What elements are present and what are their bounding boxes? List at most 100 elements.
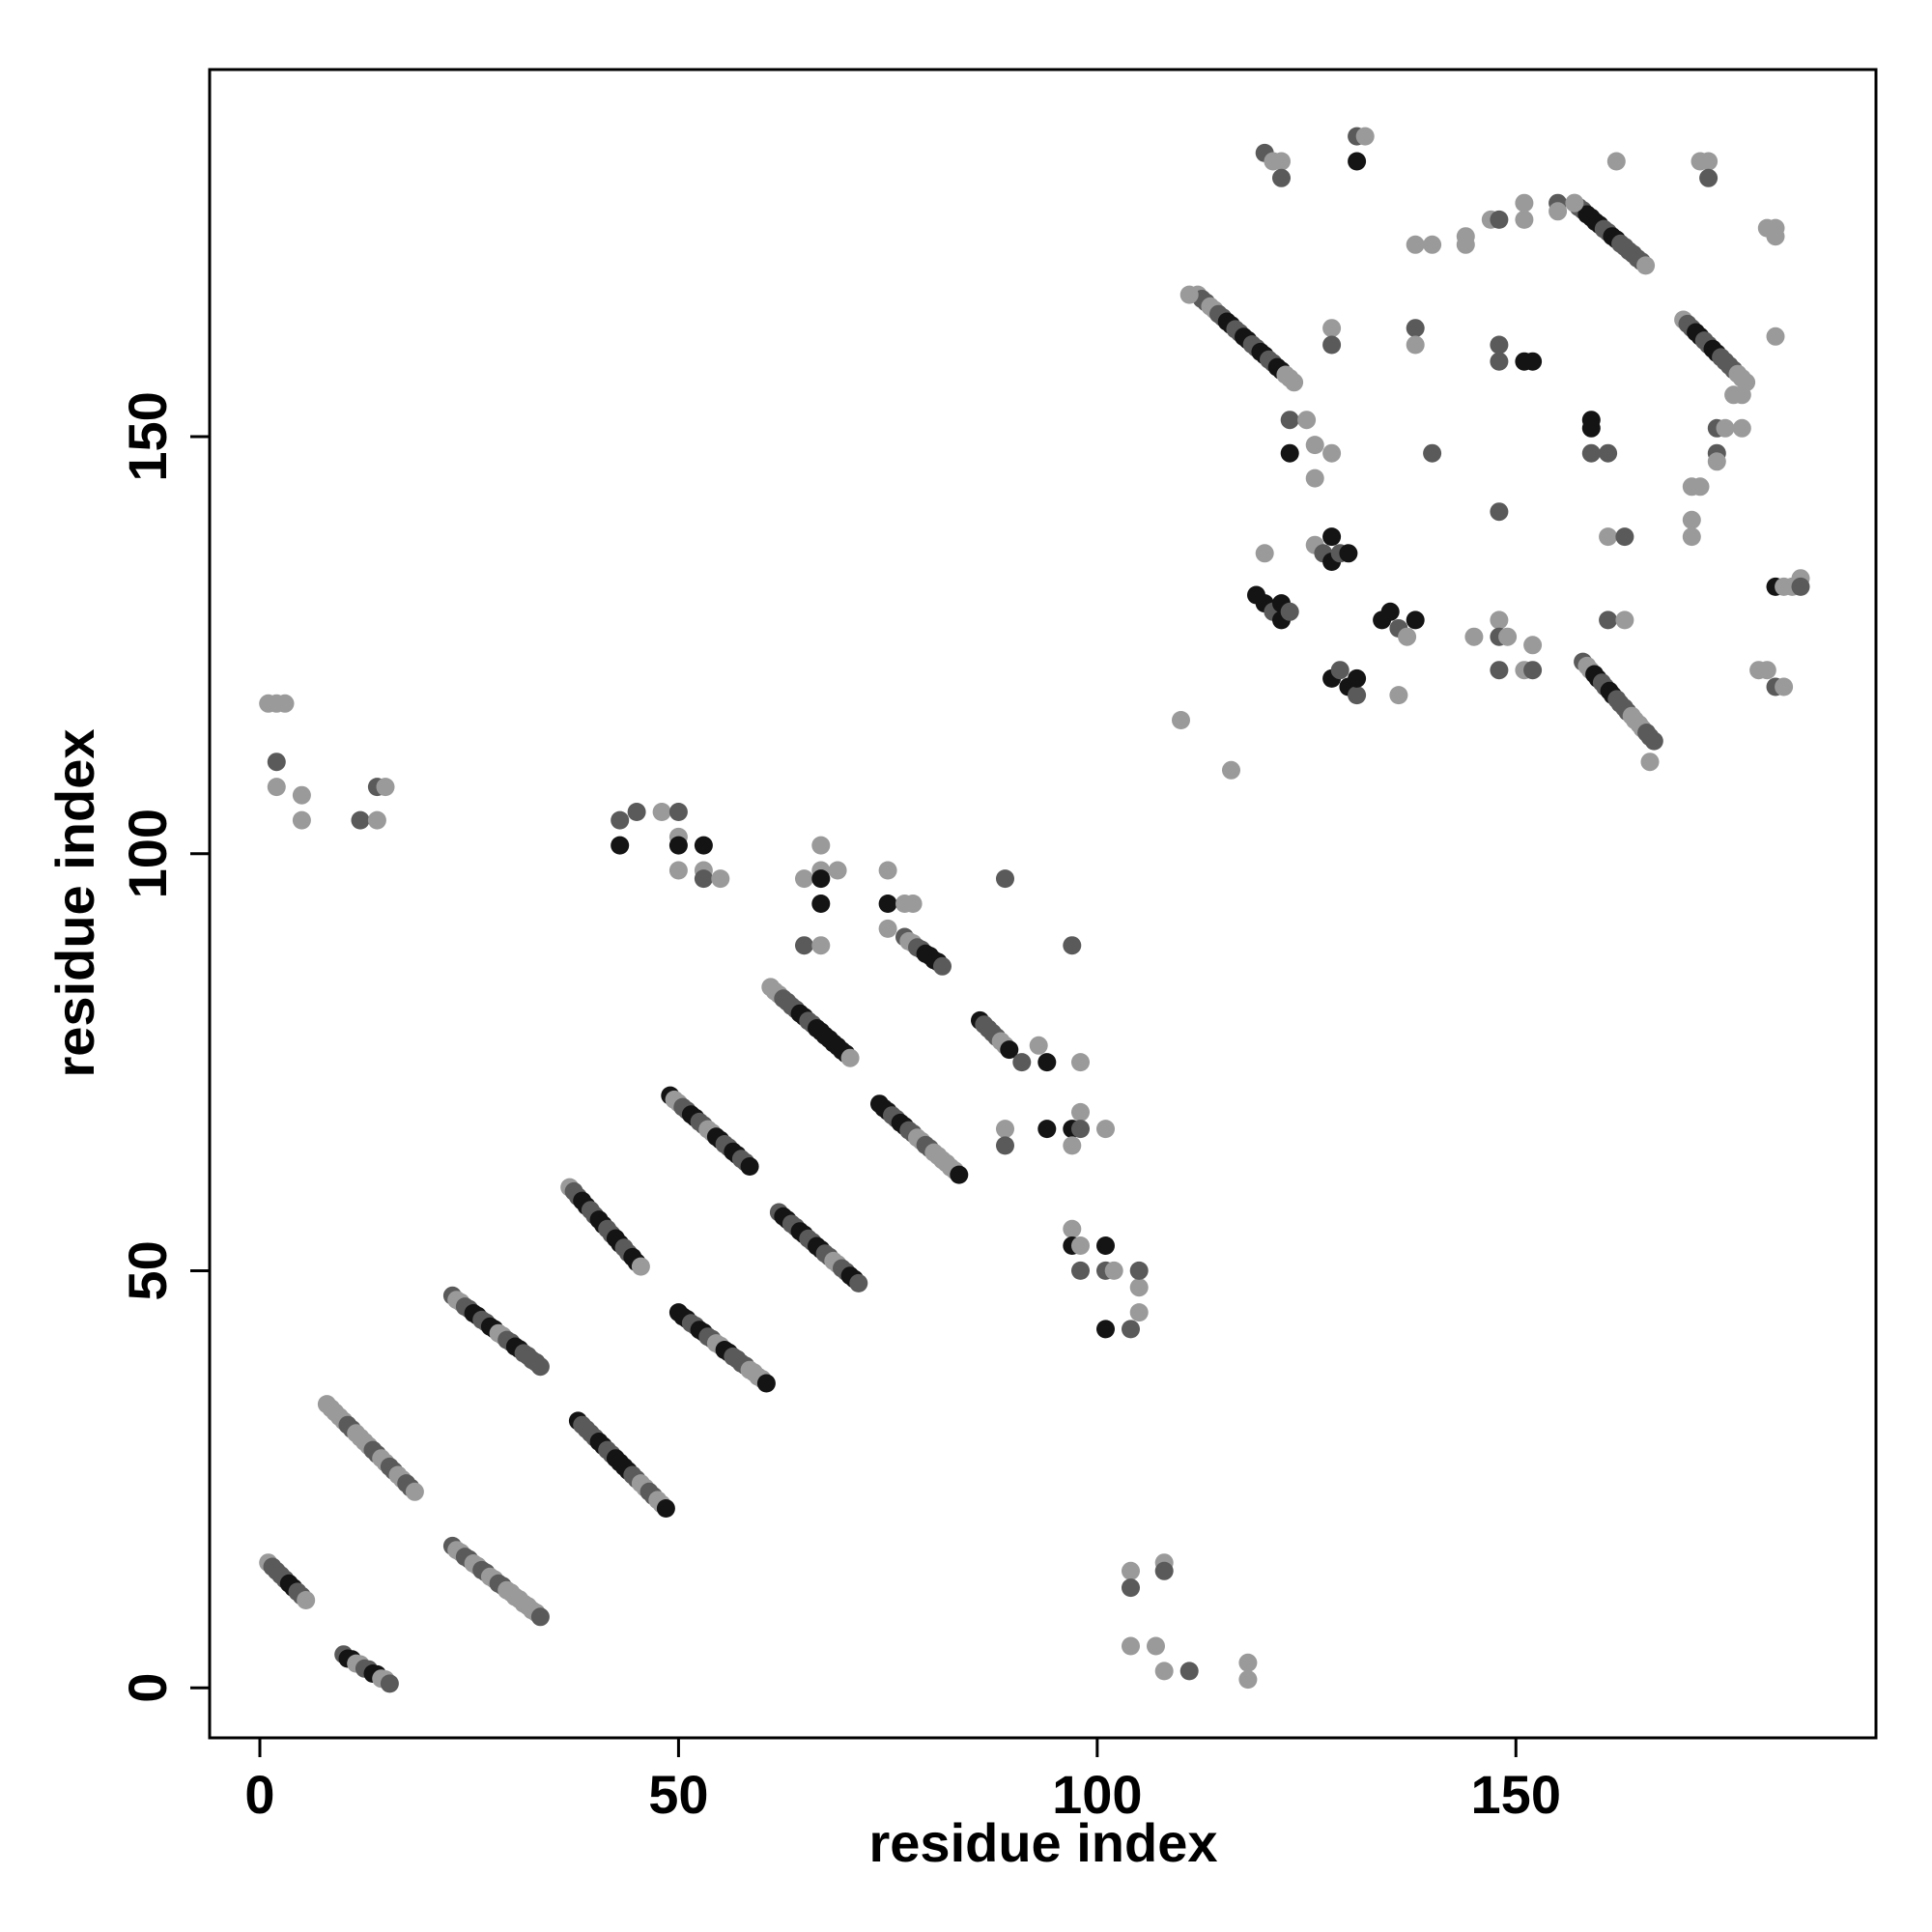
data-point xyxy=(1456,235,1475,254)
data-point xyxy=(1380,602,1400,621)
data-point xyxy=(1406,611,1425,630)
data-point xyxy=(1615,611,1634,630)
data-point xyxy=(1096,1120,1115,1139)
data-point xyxy=(1272,168,1291,187)
data-point xyxy=(849,1273,868,1293)
data-point xyxy=(611,836,630,855)
data-point xyxy=(668,861,688,880)
data-point xyxy=(1339,544,1358,563)
data-point xyxy=(1322,319,1342,338)
data-point xyxy=(1515,193,1534,213)
data-point xyxy=(1305,436,1324,455)
plot-frame xyxy=(208,68,1878,1740)
data-point xyxy=(668,836,688,855)
data-point xyxy=(405,1482,424,1501)
y-tick-label: 100 xyxy=(117,809,178,898)
data-point xyxy=(267,753,286,772)
data-point xyxy=(292,785,311,805)
data-point xyxy=(1122,1578,1140,1598)
data-point xyxy=(1581,418,1601,438)
data-point xyxy=(1255,544,1274,563)
data-point xyxy=(1129,1303,1149,1322)
data-point xyxy=(1599,527,1618,547)
x-axis-title: residue index xyxy=(868,1812,1217,1873)
data-point xyxy=(1154,1662,1174,1681)
data-point xyxy=(1179,285,1199,304)
data-point xyxy=(1330,661,1350,680)
data-point xyxy=(878,919,897,938)
data-point xyxy=(933,956,952,976)
data-point xyxy=(1606,152,1626,171)
data-point xyxy=(1682,510,1701,529)
data-point xyxy=(1129,1261,1149,1280)
data-point xyxy=(1037,1053,1057,1072)
data-point xyxy=(367,810,386,830)
data-point xyxy=(1599,443,1618,463)
data-point xyxy=(811,869,831,889)
data-point xyxy=(1548,202,1568,221)
data-point xyxy=(1154,1561,1174,1580)
data-point xyxy=(996,1120,1014,1139)
data-point xyxy=(811,836,831,855)
data-point xyxy=(351,810,370,830)
data-point xyxy=(878,895,897,913)
data-point xyxy=(1791,577,1810,596)
data-point xyxy=(711,869,730,889)
data-point xyxy=(1565,193,1584,213)
data-point xyxy=(878,861,897,880)
data-point xyxy=(1757,661,1776,680)
data-point xyxy=(1071,1053,1090,1072)
data-point xyxy=(1122,1636,1140,1656)
x-axis: 0 50 100 150 xyxy=(244,1738,1561,1825)
data-point xyxy=(275,694,295,713)
data-point xyxy=(668,803,688,821)
data-point xyxy=(1423,443,1442,463)
data-point xyxy=(694,836,713,855)
data-point xyxy=(530,1607,550,1627)
data-point xyxy=(1122,1320,1140,1339)
data-point xyxy=(1523,636,1543,655)
data-point xyxy=(297,1591,316,1609)
data-point xyxy=(380,1674,399,1693)
data-point xyxy=(1490,210,1509,229)
data-point xyxy=(1716,418,1735,438)
data-point xyxy=(1490,661,1509,680)
data-point xyxy=(1305,469,1324,488)
y-axis-title: residue index xyxy=(44,728,105,1077)
data-point xyxy=(1122,1561,1140,1580)
data-point xyxy=(1096,1320,1115,1339)
data-point xyxy=(1280,411,1299,430)
data-point xyxy=(1322,443,1342,463)
data-point xyxy=(611,810,630,830)
data-point xyxy=(1147,1636,1165,1656)
data-point xyxy=(1766,327,1785,346)
data-point xyxy=(530,1357,550,1377)
data-point xyxy=(1238,1670,1258,1690)
data-point xyxy=(1063,1219,1082,1238)
data-point xyxy=(950,1165,969,1184)
data-point xyxy=(1398,627,1417,646)
data-point xyxy=(1348,668,1367,688)
data-point xyxy=(740,1157,759,1176)
data-point xyxy=(1172,711,1190,729)
data-point xyxy=(1222,760,1240,780)
data-point xyxy=(1644,731,1663,751)
data-point xyxy=(1464,627,1484,646)
data-point xyxy=(1071,1102,1090,1122)
data-point xyxy=(811,895,831,913)
data-point xyxy=(1238,1653,1258,1672)
data-point xyxy=(1348,152,1367,171)
data-point xyxy=(1515,210,1534,229)
data-point xyxy=(1523,661,1543,680)
data-point xyxy=(1071,1261,1090,1280)
data-point xyxy=(1285,373,1304,392)
data-point xyxy=(292,810,311,830)
data-point xyxy=(903,895,923,913)
data-point xyxy=(1297,411,1317,430)
data-point xyxy=(1129,1278,1149,1297)
x-tick-label: 150 xyxy=(1471,1764,1561,1825)
data-point xyxy=(1640,753,1660,772)
data-point xyxy=(267,778,286,797)
data-point xyxy=(1490,335,1509,355)
